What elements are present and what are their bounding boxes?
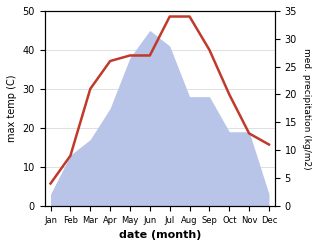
X-axis label: date (month): date (month) [119,230,201,240]
Y-axis label: med. precipitation (kg/m2): med. precipitation (kg/m2) [302,48,311,169]
Y-axis label: max temp (C): max temp (C) [7,75,17,142]
